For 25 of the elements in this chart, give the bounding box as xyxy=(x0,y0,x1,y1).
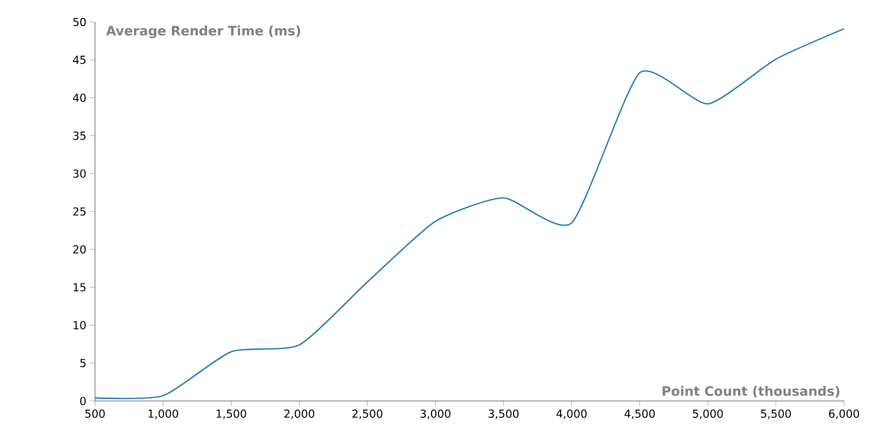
x-tick-label: 5,500 xyxy=(761,410,791,419)
x-tick-label: 5,000 xyxy=(692,410,723,419)
y-axis-title: Average Render Time (ms) xyxy=(106,26,300,38)
y-tick-label: 35 xyxy=(73,132,86,140)
x-tick-label: 6,000 xyxy=(829,410,859,419)
y-tick-label: 45 xyxy=(73,56,86,64)
x-tick-label: 2,000 xyxy=(284,410,314,419)
y-tick-label: 30 xyxy=(73,169,86,178)
y-tick-label: 5 xyxy=(80,359,86,368)
x-tick-label: 4,000 xyxy=(556,410,587,419)
x-tick-label: 4,500 xyxy=(624,410,655,419)
x-tick-label: 3,500 xyxy=(488,410,519,419)
y-tick-label: 20 xyxy=(73,245,86,254)
x-tick-label: 2,500 xyxy=(352,410,382,419)
x-tick-label: 1,500 xyxy=(216,410,246,419)
y-tick-label: 40 xyxy=(73,94,86,102)
x-tick-label: 1,000 xyxy=(148,410,178,419)
y-tick-label: 25 xyxy=(73,207,86,216)
x-tick-label: 500 xyxy=(85,410,105,418)
y-tick-label: 10 xyxy=(74,321,86,330)
y-tick-label: 15 xyxy=(74,283,86,292)
x-axis-title: Point Count (thousands) xyxy=(662,386,840,398)
y-tick-label: 50 xyxy=(73,18,86,26)
y-tick-label: 0 xyxy=(80,396,86,406)
x-tick-label: 3,000 xyxy=(420,410,450,419)
